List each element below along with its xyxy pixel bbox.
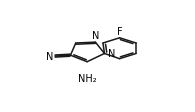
Text: N: N xyxy=(92,31,99,41)
Text: NH₂: NH₂ xyxy=(78,73,96,83)
Text: N: N xyxy=(46,52,54,61)
Text: F: F xyxy=(117,27,122,37)
Text: N: N xyxy=(108,49,115,58)
